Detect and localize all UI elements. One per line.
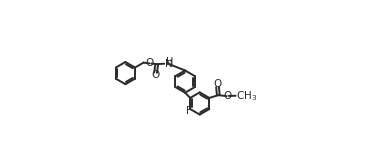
Text: F: F [186,106,192,116]
Text: H: H [166,57,173,67]
Text: N: N [165,59,172,69]
Text: O: O [213,79,222,89]
Text: O: O [146,58,154,68]
Text: O: O [223,91,231,101]
Text: CH$_3$: CH$_3$ [236,89,258,103]
Text: O: O [151,70,160,80]
